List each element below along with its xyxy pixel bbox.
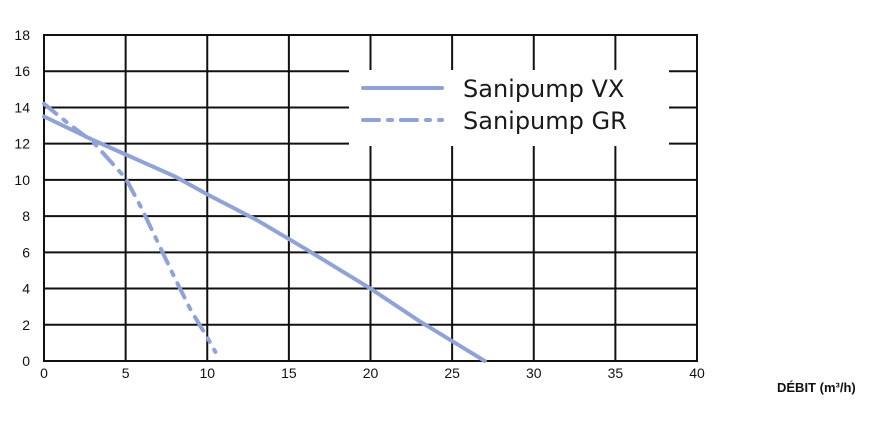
- y-tick-label: 10: [14, 172, 30, 188]
- x-tick-label: 15: [281, 365, 297, 381]
- x-tick-label: 0: [40, 365, 48, 381]
- x-tick-label: 30: [526, 365, 542, 381]
- legend-box: [349, 70, 669, 146]
- y-tick-label: 18: [14, 27, 30, 43]
- legend-label-1: Sanipump VX: [463, 75, 624, 103]
- y-tick-label: 6: [22, 244, 30, 260]
- x-tick-label: 10: [199, 365, 215, 381]
- y-tick-label: 4: [22, 281, 30, 297]
- series-line-2: [42, 101, 218, 354]
- legend-label-2: Sanipump GR: [463, 107, 627, 135]
- y-tick-label: 0: [22, 353, 30, 369]
- x-tick-label: 25: [444, 365, 460, 381]
- y-tick-label: 2: [22, 317, 30, 333]
- y-tick-label: 8: [22, 208, 30, 224]
- y-tick-label: 12: [14, 136, 30, 152]
- series-line-1: [42, 114, 487, 363]
- x-tick-label: 40: [689, 365, 705, 381]
- x-tick-label: 20: [363, 365, 379, 381]
- x-tick-label: 35: [608, 365, 624, 381]
- x-axis-label: DÉBIT (m³/h): [777, 380, 856, 395]
- y-tick-label: 16: [14, 63, 30, 79]
- y-tick-label: 14: [14, 99, 30, 115]
- x-tick-label: 5: [122, 365, 130, 381]
